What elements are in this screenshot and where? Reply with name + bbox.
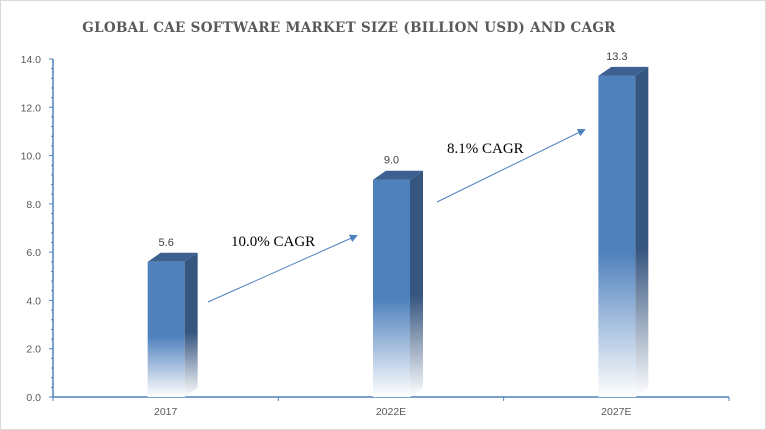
bar-side	[635, 66, 649, 398]
cagr-arrow	[207, 234, 358, 303]
y-tick-label: 6.0	[26, 247, 41, 259]
chart-title: GLOBAL CAE SOFTWARE MARKET SIZE (BILLION…	[82, 20, 616, 36]
bar-2022E: 9.0	[373, 155, 423, 397]
cagr-label: 10.0% CAGR	[231, 234, 315, 250]
y-tick-label: 10.0	[21, 151, 42, 163]
bar-front	[598, 75, 636, 398]
x-tick-label: 2027E	[601, 406, 631, 418]
bar-front	[147, 261, 185, 397]
bar-2027E: 13.3	[598, 51, 649, 398]
data-label: 9.0	[384, 155, 399, 167]
bar-top	[598, 66, 649, 76]
y-tick-label: 0.0	[26, 392, 41, 404]
bar-side	[410, 170, 423, 397]
y-tick-label: 2.0	[26, 344, 41, 356]
x-tick-label: 2022E	[376, 406, 406, 418]
bar-top	[373, 170, 423, 180]
bar-front	[373, 179, 410, 397]
data-label: 13.3	[606, 51, 627, 63]
y-tick-label: 8.0	[26, 199, 41, 211]
y-tick-label: 12.0	[21, 102, 42, 114]
bar-side	[184, 252, 198, 397]
bar-2017: 5.6	[147, 237, 198, 397]
cagr-label: 8.1% CAGR	[447, 141, 524, 157]
data-label: 5.6	[159, 237, 174, 249]
y-tick-label: 4.0	[26, 295, 41, 307]
cagr-arrow	[436, 129, 586, 203]
x-tick-label: 2017	[154, 406, 178, 418]
bar-top	[147, 252, 198, 262]
y-tick-label: 14.0	[21, 54, 42, 66]
